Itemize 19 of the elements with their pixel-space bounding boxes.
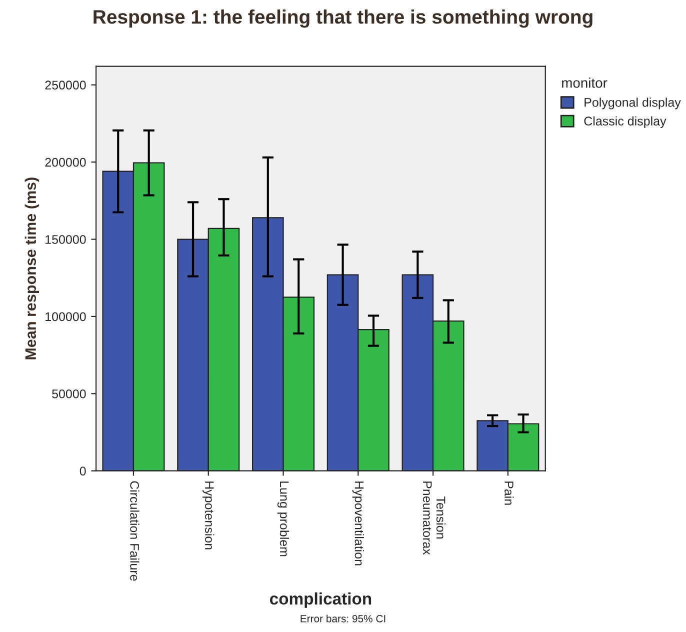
x-tick-label: Hypotension xyxy=(202,482,214,550)
y-tick-label: 150000 xyxy=(46,235,86,244)
y-tick-label: 50000 xyxy=(52,389,86,398)
y-tick-label: 250000 xyxy=(45,80,86,90)
legend-label: Polygonal display xyxy=(584,98,681,110)
x-tick-label: Pain xyxy=(504,482,514,505)
chart-title: Response 1: the feeling that there is something wrong xyxy=(94,9,592,28)
x-tick-label: Lung problem xyxy=(277,482,290,556)
y-axis-title: Mean response time (ms) xyxy=(24,178,40,360)
legend-title: monitor xyxy=(562,78,608,88)
x-tick-label: Tension Pneumatorax xyxy=(422,482,446,555)
text: Error bars: 95% CI xyxy=(300,614,386,622)
y-tick-label: 100000 xyxy=(46,312,86,322)
y-tick-label: 200000 xyxy=(45,158,86,167)
x-tick-label: Circulation Failure xyxy=(130,481,140,581)
y-tick-label: 0 xyxy=(80,466,86,476)
x-tick-label: Hypoventilation xyxy=(352,482,364,566)
legend-label: Classic display xyxy=(584,116,666,128)
x-axis-title: complication xyxy=(270,592,372,608)
